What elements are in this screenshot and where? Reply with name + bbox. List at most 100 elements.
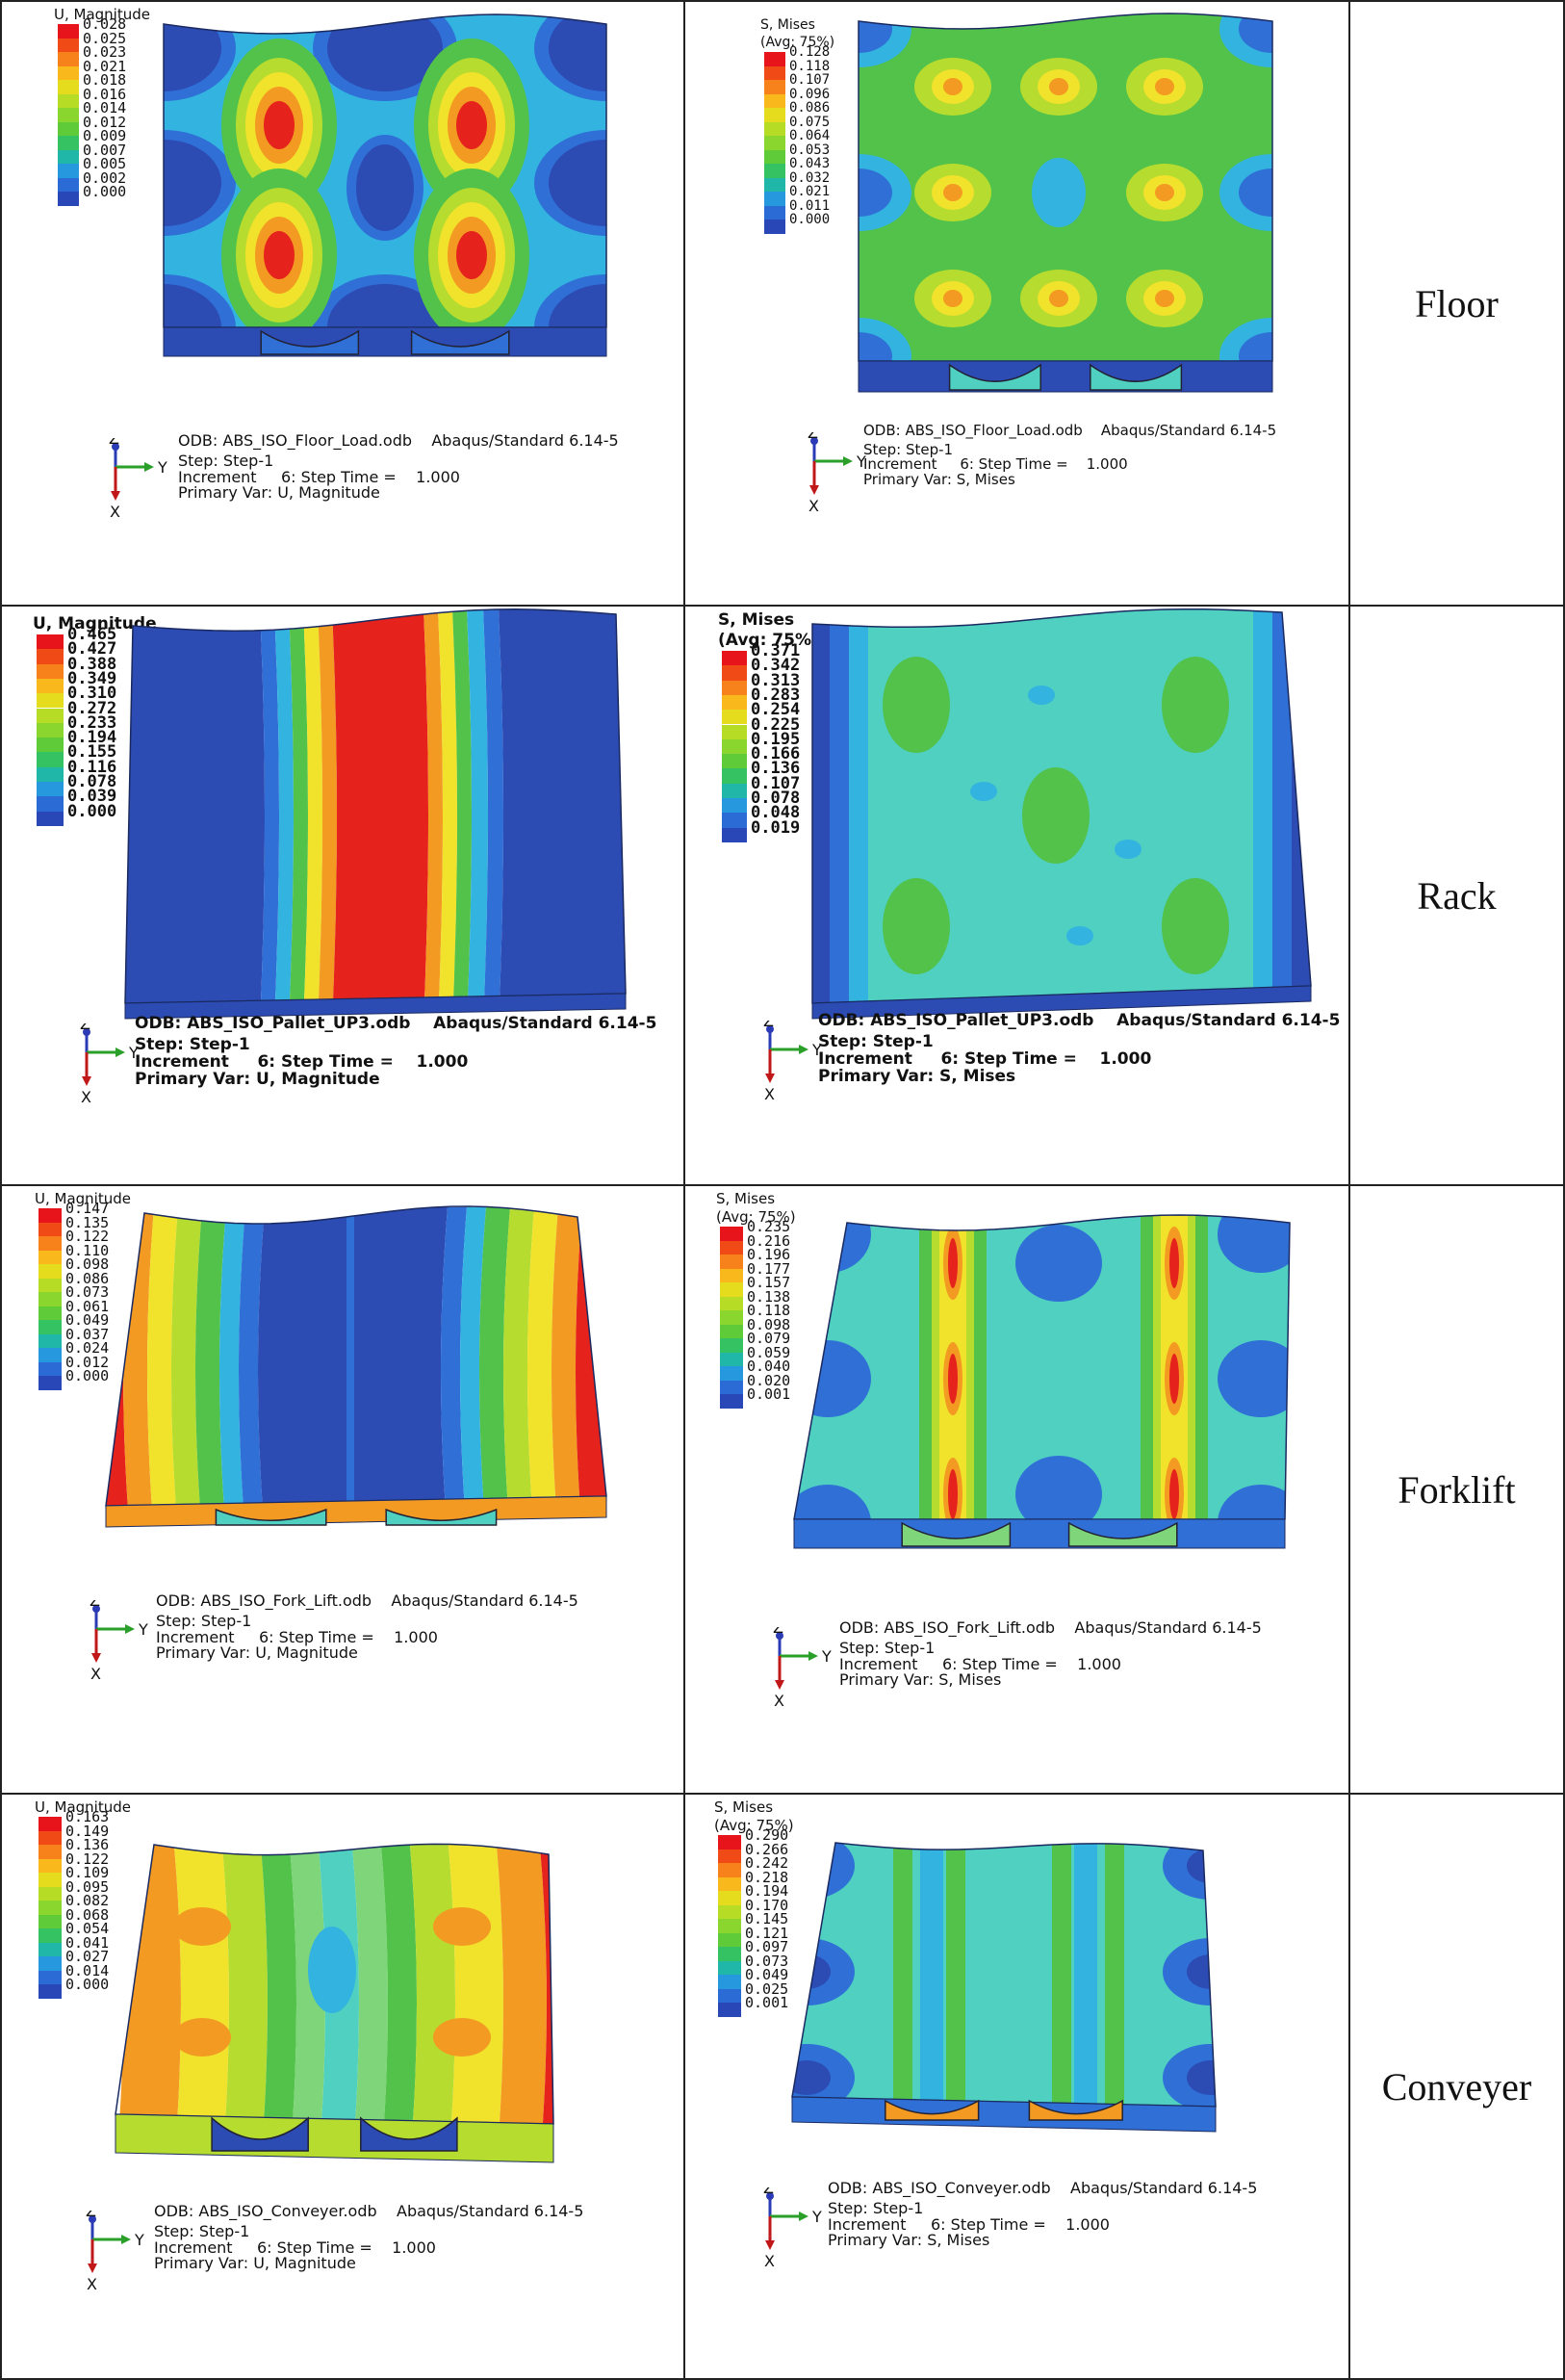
legend-swatch [722,783,747,798]
pallet-front-face [858,360,1273,393]
legend-tick-label: 0.465 [67,625,117,645]
legend-swatch [38,1858,62,1873]
legend-swatch [764,149,785,164]
legend-entry: 0.000 [37,802,116,826]
legend-tick-label: 0.014 [65,1961,110,1979]
legend-tick-label: 0.096 [789,86,831,102]
legend-entry: 0.082 [38,1892,109,1915]
legend-entry: 0.110 [38,1242,109,1264]
legend-entry: 0.073 [38,1283,109,1306]
job-info-block: ODB: ABS_ISO_Pallet_UP3.odb Abaqus/Stand… [135,1014,657,1089]
legend-swatch [37,766,64,782]
legend-swatch [764,177,785,192]
legend-swatch [764,65,785,80]
legend-swatch [38,1928,62,1943]
legend-tick-label: 0.097 [745,1938,789,1955]
legend-tick-label: 0.012 [65,1353,110,1371]
legend-tick-label: 0.024 [65,1339,110,1357]
cell-conveyer-label: Conveyer [1348,1793,1565,2380]
legend-entry: 0.068 [38,1906,109,1928]
legend-tick-label: 0.388 [67,654,117,674]
legend-swatch [58,24,79,39]
legend-swatch [722,768,747,784]
legend-entry: 0.048 [722,803,800,828]
legend-swatch [38,1222,62,1236]
legend-entry: 0.001 [718,1994,788,2017]
legend-swatch [720,1255,743,1269]
legend-swatch [722,754,747,769]
legend-swatch [718,1863,741,1877]
legend-tick-label: 0.136 [751,759,801,779]
legend-entry: 0.024 [38,1339,109,1362]
job-info-primary: Primary Var: S, Mises [818,1066,1016,1086]
legend-swatch [722,724,747,739]
legend-swatch [58,65,79,80]
legend-title: U, Magnitude [35,1190,131,1207]
axis-label-y: Y [821,1647,832,1666]
axis-label-z: Z [808,432,818,442]
legend-title: S, Mises [760,17,815,33]
job-info-increment: Increment 6: Step Time = 1.000 [154,2238,436,2257]
legend-entry: 0.122 [38,1228,109,1251]
legend-tick-label: 0.098 [65,1255,110,1273]
legend-entry: 0.195 [722,730,800,755]
legend-entry: 0.019 [722,818,800,842]
legend-swatch [764,121,785,136]
pallet-runner-opening [901,1521,1012,1547]
legend-entry: 0.032 [764,170,830,192]
pallet-runner-opening [360,2116,458,2152]
legend-entry: 0.002 [58,169,126,192]
legend-tick-label: 0.040 [747,1358,791,1375]
legend-title: U, Magnitude [54,6,150,23]
legend-entry: 0.145 [718,1910,788,1933]
job-info-increment: Increment 6: Step Time = 1.000 [828,2214,1110,2234]
legend-swatch [718,2003,741,2017]
legend-tick-label: 0.194 [745,1882,789,1900]
legend-title: S, Mises [718,610,795,630]
legend-tick-label: 0.138 [747,1287,791,1306]
axis-triad-icon: Z Y X [96,429,173,525]
legend-entry: 0.170 [718,1897,788,1919]
legend-swatch [764,52,785,66]
legend-title: (Avg: 75%) [718,631,819,650]
legend-entry: 0.000 [38,1367,109,1390]
legend-tick-label: 0.016 [83,85,127,103]
legend-swatch [720,1394,743,1409]
legend-entry: 0.233 [37,713,116,738]
legend-entry: 0.018 [58,71,126,94]
legend-tick-label: 0.041 [65,1933,110,1952]
legend-tick-label: 0.032 [789,169,831,186]
legend-tick-label: 0.000 [789,212,831,227]
axis-label-y: Y [157,458,167,477]
legend-tick-label: 0.121 [745,1924,789,1942]
legend-entry: 0.177 [720,1260,790,1282]
legend-entry: 0.310 [37,684,116,709]
job-info-odb: ODB: ABS_ISO_Pallet_UP3.odb Abaqus/Stand… [135,1014,657,1033]
legend-entry: 0.116 [37,758,116,782]
legend-swatch [764,164,785,178]
legend-swatch [722,738,747,755]
axis-label-z: Z [90,1600,100,1610]
job-info-step: Step: Step-1 [154,2221,250,2240]
legend-tick-label: 0.028 [83,15,127,33]
axis-label-y: Y [138,1620,148,1639]
legend-swatch [722,694,747,711]
legend-swatch [38,1984,62,1999]
legend-entry: 0.283 [722,686,800,711]
axis-triad-graphic: Z Y X [763,1012,822,1103]
job-info-increment: Increment 6: Step Time = 1.000 [178,467,460,486]
legend-swatch [720,1240,743,1255]
legend-swatch [38,1348,62,1362]
legend-tick-label: 0.007 [83,141,127,159]
axis-triad-icon: Z Y X [73,2202,150,2297]
legend-swatch [720,1380,743,1394]
axis-triad-icon: Z Y X [760,1618,837,1714]
pallet-runner-opening [1028,2099,1123,2121]
legend-entry: 0.040 [720,1358,790,1381]
legend-tick-label: 0.254 [751,700,801,720]
legend-entry: 0.109 [38,1864,109,1887]
legend-tick-label: 0.068 [65,1905,110,1924]
legend-tick-label: 0.043 [789,156,831,171]
legend-swatch [720,1282,743,1297]
legend-entry: 0.194 [718,1882,788,1905]
